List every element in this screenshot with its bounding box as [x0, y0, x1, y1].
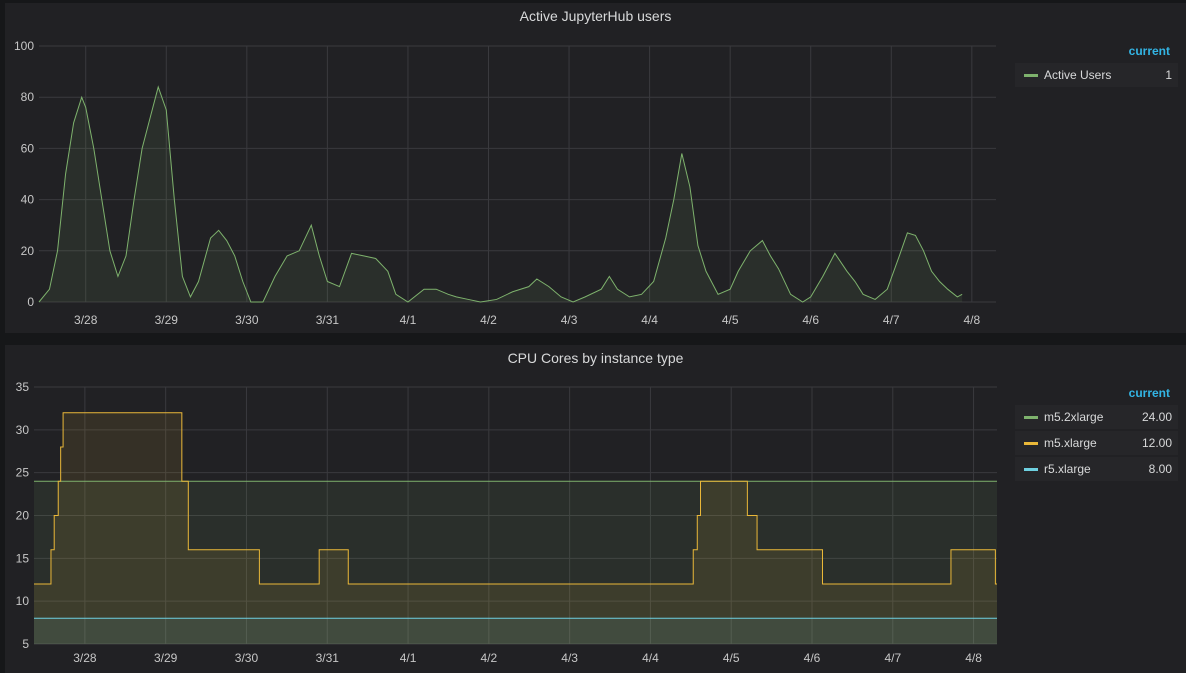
- panel-title[interactable]: Active JupyterHub users: [519, 8, 672, 24]
- x-tick-label: 4/7: [884, 651, 901, 665]
- x-tick-label: 4/8: [965, 651, 982, 665]
- x-tick-label: 4/1: [400, 313, 417, 327]
- legend-item-value: 8.00: [1148, 462, 1172, 476]
- y-tick-label: 10: [16, 594, 30, 608]
- x-tick-label: 3/29: [154, 651, 178, 665]
- legend-item-value: 1: [1165, 68, 1172, 82]
- y-tick-label: 100: [14, 39, 34, 53]
- x-tick-label: 4/7: [883, 313, 900, 327]
- legend-item-m5-xlarge[interactable]: m5.xlarge 12.00: [1015, 431, 1178, 457]
- y-tick-label: 80: [21, 90, 35, 104]
- x-tick-label: 3/28: [73, 651, 97, 665]
- legend: current m5.2xlarge 24.00 m5.xlarge 12.00…: [1015, 386, 1178, 483]
- x-tick-label: 4/1: [400, 651, 417, 665]
- legend-item-m5-2xlarge[interactable]: m5.2xlarge 24.00: [1015, 405, 1178, 431]
- series-swatch-icon: [1024, 442, 1038, 445]
- legend-item-value: 24.00: [1141, 410, 1172, 424]
- x-tick-label: 4/2: [480, 651, 497, 665]
- legend: current Active Users 1: [1015, 44, 1178, 89]
- series-swatch-icon: [1024, 74, 1038, 77]
- legend-current-header[interactable]: current: [1128, 386, 1170, 400]
- x-tick-label: 4/5: [723, 651, 740, 665]
- active-users-panel: Active JupyterHub users 0 20 40 60 80 100 3/28…: [5, 3, 1186, 333]
- x-tick-label: 4/2: [480, 313, 497, 327]
- legend-item-r5-xlarge[interactable]: r5.xlarge 8.00: [1015, 457, 1178, 483]
- x-tick-label: 4/5: [722, 313, 739, 327]
- x-tick-label: 3/31: [316, 651, 340, 665]
- series-swatch-icon: [1024, 416, 1038, 419]
- legend-item-active-users[interactable]: Active Users 1: [1015, 63, 1178, 89]
- y-tick-label: 5: [22, 637, 29, 651]
- x-tick-label: 3/30: [235, 313, 259, 327]
- x-tick-label: 3/29: [155, 313, 179, 327]
- y-tick-label: 25: [16, 466, 30, 480]
- y-tick-label: 35: [16, 380, 30, 394]
- y-tick-label: 15: [16, 551, 30, 565]
- series-line-m5-xlarge[interactable]: [34, 412, 997, 585]
- series-area-active users: [39, 86, 963, 303]
- x-tick-label: 4/3: [561, 313, 578, 327]
- y-tick-label: 60: [21, 141, 35, 155]
- legend-item-value: 12.00: [1141, 436, 1172, 450]
- x-tick-label: 4/8: [963, 313, 980, 327]
- cpu-cores-chart: 5 10 15 20 25 30 35 3/28 3/29 3/30 3/31 4/1 4/2 4/3 4/…: [16, 380, 997, 665]
- legend-item-label: r5.xlarge: [1044, 462, 1091, 476]
- x-tick-label: 4/3: [561, 651, 578, 665]
- series-area-m5-2xlarge: [34, 481, 997, 644]
- series-area-m5-xlarge: [34, 412, 997, 644]
- panel-title[interactable]: CPU Cores by instance type: [507, 350, 684, 366]
- x-tick-label: 3/31: [316, 313, 340, 327]
- series-line-active users[interactable]: [38, 85, 963, 303]
- x-tick-label: 3/28: [74, 313, 98, 327]
- y-tick-label: 20: [16, 509, 30, 523]
- x-tick-label: 3/30: [235, 651, 259, 665]
- series-swatch-icon: [1024, 468, 1038, 471]
- cpu-cores-panel: CPU Cores by instance type 5 10 15 20 25 30 35…: [5, 345, 1186, 673]
- active-users-chart: 0 20 40 60 80 100 3/28 3/29 3/30 3/31 4/1 4/2 4/3 4/4…: [14, 39, 996, 327]
- x-tick-label: 4/4: [641, 313, 658, 327]
- x-tick-label: 4/6: [804, 651, 821, 665]
- legend-item-label: Active Users: [1044, 68, 1112, 82]
- x-tick-label: 4/6: [802, 313, 819, 327]
- series-area-r5-xlarge: [34, 618, 997, 644]
- y-tick-label: 40: [21, 193, 35, 207]
- legend-current-header[interactable]: current: [1128, 44, 1170, 58]
- x-tick-label: 4/4: [642, 651, 659, 665]
- legend-item-label: m5.xlarge: [1044, 436, 1097, 450]
- y-tick-label: 0: [27, 295, 34, 309]
- y-tick-label: 30: [16, 423, 30, 437]
- legend-item-label: m5.2xlarge: [1044, 410, 1104, 424]
- y-tick-label: 20: [21, 244, 35, 258]
